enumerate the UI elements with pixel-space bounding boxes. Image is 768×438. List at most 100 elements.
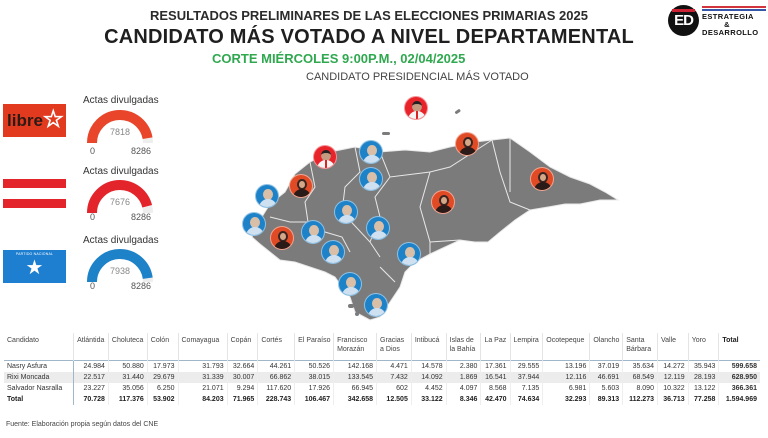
cell: 13.196 (542, 360, 590, 372)
gauge-max: 8286 (131, 281, 152, 291)
marker-comayagua (334, 200, 358, 224)
col-header[interactable]: Colón (146, 333, 178, 360)
cell: 12.119 (656, 371, 689, 383)
cell: 7.135 (509, 382, 543, 394)
cell: 5.603 (589, 382, 623, 394)
cell: 24.984 (73, 360, 109, 372)
marker-francisco-morazan (366, 216, 390, 240)
marker-el-paraiso (397, 242, 421, 266)
cell: 32.664 (226, 360, 258, 372)
cell: 117.376 (107, 393, 148, 405)
cell: 84.203 (177, 393, 228, 405)
col-header[interactable]: Yoro (687, 333, 719, 360)
cell: 4.097 (445, 382, 481, 394)
party-panel-nacional: PARTIDO NACIONAL ★ Actas divulgadas 7938… (0, 233, 180, 308)
col-header[interactable]: Cortés (257, 333, 295, 360)
cell: 6.250 (146, 382, 178, 394)
gauge-value: 7938 (109, 266, 131, 276)
cell: 89.313 (589, 393, 623, 405)
cell: 28.193 (687, 371, 719, 383)
gauge-min: 0 (90, 146, 96, 156)
col-header[interactable]: Total (718, 333, 760, 360)
cell: 74.634 (509, 393, 543, 405)
row-total: 366.361 (718, 382, 760, 394)
col-header[interactable]: Comayagua (177, 333, 228, 360)
cutoff-subtitle: CORTE MIÉRCOLES 9:00P.M., 02/04/2025 (212, 51, 466, 66)
cell: 4.452 (410, 382, 447, 394)
candidate-name: Nasry Asfura (4, 360, 75, 372)
honduras-map-shape (251, 109, 620, 321)
cell: 14.092 (410, 371, 447, 383)
col-header[interactable]: Santa Bárbara (622, 333, 658, 360)
gauge-title: Actas divulgadas (83, 235, 159, 246)
cell: 33.122 (410, 393, 447, 405)
cell: 10.322 (656, 382, 689, 394)
cell: 35.943 (687, 360, 719, 372)
col-header[interactable]: Francisco Morazán (333, 333, 377, 360)
col-header[interactable]: El Paraíso (294, 333, 334, 360)
cell: 342.658 (333, 393, 377, 405)
gauge-title: Actas divulgadas (83, 166, 159, 177)
cell: 17.973 (146, 360, 178, 372)
marker-ocotepeque (242, 212, 266, 236)
marker-gracias-a-dios (530, 167, 554, 191)
col-header[interactable]: Gracias a Dios (376, 333, 412, 360)
grand-total: 1.594.969 (718, 393, 760, 405)
gauge-title: Actas divulgadas (83, 95, 159, 106)
libre-flag-icon: libre ☆ (3, 104, 66, 137)
cell: 16.541 (480, 371, 511, 383)
row-total: 628.950 (718, 371, 760, 383)
col-header[interactable]: Copán (226, 333, 258, 360)
col-header[interactable]: Lempira (509, 333, 543, 360)
cell: 228.743 (257, 393, 295, 405)
col-header[interactable]: La Paz (480, 333, 511, 360)
gauge-value: 7818 (109, 127, 131, 137)
report-title: CANDIDATO MÁS VOTADO A NIVEL DEPARTAMENT… (104, 26, 634, 48)
cell: 35.634 (622, 360, 658, 372)
cell: 8.346 (445, 393, 481, 405)
cell: 42.470 (480, 393, 511, 405)
cell: 23.227 (73, 382, 109, 394)
row-total: 599.658 (718, 360, 760, 372)
col-header[interactable]: Islas de la Bahía (445, 333, 481, 360)
cell: 71.965 (226, 393, 258, 405)
col-header[interactable]: Ocotepeque (542, 333, 590, 360)
marker-olancho (431, 190, 455, 214)
cell: 44.261 (257, 360, 295, 372)
results-table: Candidato Atlántida Choluteca Colón Coma… (4, 333, 760, 405)
col-header[interactable]: Valle (656, 333, 689, 360)
marker-cortes (313, 145, 337, 169)
col-header[interactable]: Candidato (4, 333, 75, 360)
col-header[interactable]: Intibucá (410, 333, 447, 360)
cell: 17.926 (294, 382, 334, 394)
table-header-row: Candidato Atlántida Choluteca Colón Coma… (4, 333, 760, 360)
cell: 133.545 (333, 371, 377, 383)
cell: 21.071 (177, 382, 228, 394)
col-header[interactable]: Olancho (589, 333, 623, 360)
star-icon: ★ (25, 257, 44, 279)
table-row: Rixi Moncada 22.517 31.440 29.679 31.339… (4, 371, 760, 383)
nacional-flag-icon: PARTIDO NACIONAL ★ (3, 250, 66, 283)
cell: 32.293 (542, 393, 590, 405)
cell: 4.471 (376, 360, 412, 372)
cell: 37.019 (589, 360, 623, 372)
col-header[interactable]: Atlántida (73, 333, 109, 360)
cell: 50.526 (294, 360, 334, 372)
cell: 9.294 (226, 382, 258, 394)
cell: 2.380 (445, 360, 481, 372)
estrategia-desarrollo-logo: ED ESTRATEGIA & DESARROLLO (668, 5, 768, 41)
cell: 1.869 (445, 371, 481, 383)
cell: 46.691 (589, 371, 623, 383)
cell: 13.122 (687, 382, 719, 394)
marker-choluteca (364, 293, 388, 317)
cell: 8.568 (480, 382, 511, 394)
total-label: Total (4, 393, 75, 405)
table-total-row: Total 70.728 117.376 53.902 84.203 71.96… (4, 393, 760, 405)
cell: 29.679 (146, 371, 178, 383)
cell: 70.728 (73, 393, 109, 405)
cell: 50.880 (107, 360, 148, 372)
map-caption: CANDIDATO PRESIDENCIAL MÁS VOTADO (306, 71, 529, 83)
table-row: Nasry Asfura 24.984 50.880 17.973 31.793… (4, 360, 760, 372)
cell: 22.517 (73, 371, 109, 383)
col-header[interactable]: Choluteca (107, 333, 148, 360)
